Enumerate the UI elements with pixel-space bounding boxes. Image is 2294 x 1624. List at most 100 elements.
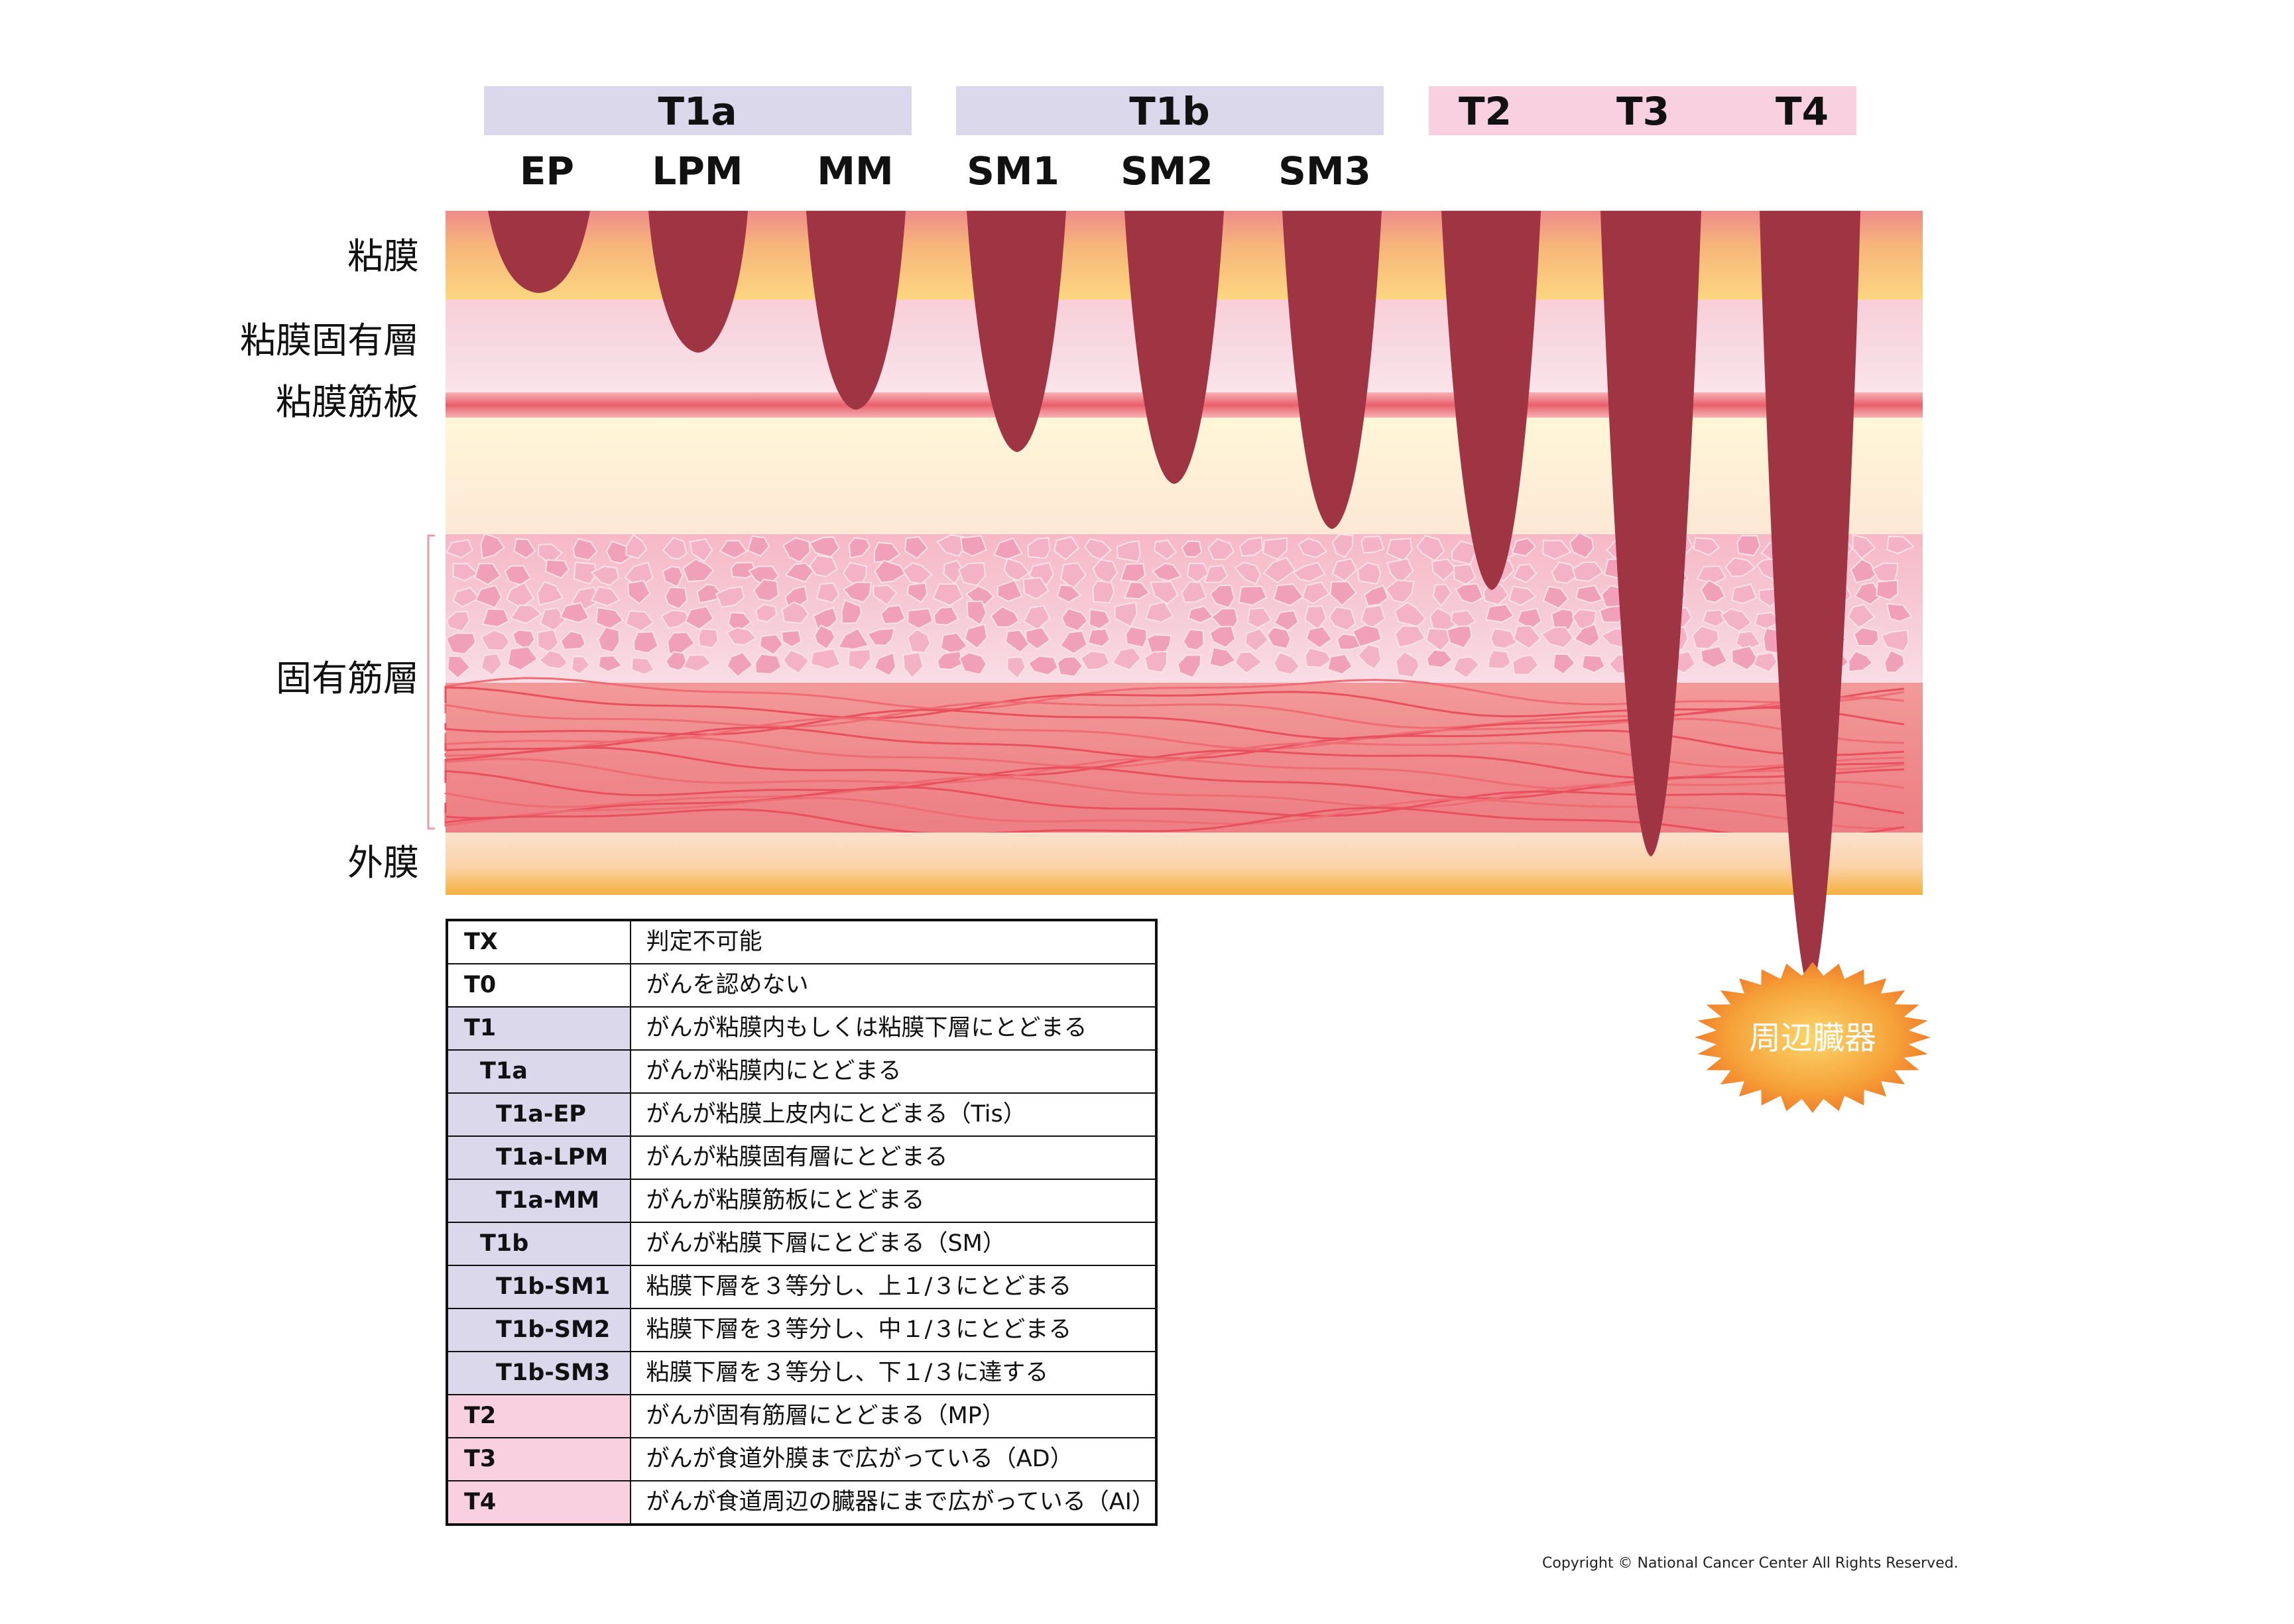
muscle-cell xyxy=(1182,628,1205,651)
table-row: T4 がんが食道周辺の臓器にまで広がっている（AI） xyxy=(446,1480,1157,1525)
muscle-cell xyxy=(1542,540,1573,560)
muscle-cell xyxy=(847,648,872,671)
stage-description: がんが食道外膜まで広がっている（AD） xyxy=(630,1437,1157,1481)
stage-description: がんが粘膜筋板にとどまる xyxy=(630,1179,1157,1223)
muscle-cell xyxy=(1209,584,1235,609)
muscle-cell xyxy=(782,649,810,674)
muscle-cell xyxy=(627,579,651,605)
muscle-cell xyxy=(1177,654,1202,679)
muscle-cell xyxy=(682,558,715,583)
muscle-cell xyxy=(1512,654,1539,675)
muscle-cell xyxy=(660,609,690,629)
muscle-cell xyxy=(559,601,590,624)
muscle-cell xyxy=(1363,585,1389,607)
stage-code: T1a xyxy=(446,1049,632,1094)
muscle-cell xyxy=(474,563,502,586)
t4-header: T4 xyxy=(1776,89,1829,134)
muscle-cell xyxy=(1292,561,1326,583)
muscle-cell xyxy=(480,653,503,676)
muscle-cell xyxy=(959,535,987,557)
subheader-sm1: SM1 xyxy=(967,148,1059,194)
muscle-cell xyxy=(1731,645,1759,671)
muscle-cell xyxy=(880,605,906,624)
copyright: Copyright © National Cancer Center All R… xyxy=(1542,1555,1959,1572)
muscle-cell xyxy=(841,599,862,624)
muscle-cell xyxy=(1884,650,1905,673)
muscle-cell xyxy=(873,542,901,563)
muscle-cell xyxy=(1384,579,1415,604)
muscle-cell xyxy=(590,565,620,586)
muscle-cell xyxy=(1124,626,1148,648)
stage-description: がんが粘膜内にとどまる xyxy=(630,1049,1157,1094)
muscle-cell xyxy=(957,562,987,587)
organ-label: 周辺臓器 xyxy=(1749,1019,1876,1057)
muscle-cell xyxy=(509,605,543,624)
muscle-cell xyxy=(837,627,870,650)
muscle-cell xyxy=(1187,605,1215,624)
stage-code: T1b-SM3 xyxy=(446,1351,632,1395)
muscle-cell xyxy=(1203,565,1229,583)
muscle-cell xyxy=(848,537,871,559)
muscle-cell xyxy=(598,655,624,673)
stage-description: 粘膜下層を３等分し、中１/３にとどまる xyxy=(630,1308,1157,1352)
muscle-cell xyxy=(689,538,713,562)
t-stage-table: TX 判定不可能 T0 がんを認めない T1 がんが粘膜内もしくは粘膜下層にとどまる T1a… xyxy=(446,919,1158,1526)
muscle-cell xyxy=(544,559,570,579)
muscle-cell xyxy=(697,628,719,649)
muscle-cell xyxy=(480,629,511,652)
muscle-cell xyxy=(1273,610,1299,632)
muscle-cell xyxy=(539,607,566,632)
muscle-cell xyxy=(631,657,655,675)
muscle-cell xyxy=(1508,585,1538,607)
layer-label-muscularis-mucosae: 粘膜筋板 xyxy=(276,381,419,423)
subheader-mm: MM xyxy=(817,148,893,194)
muscle-cell xyxy=(1088,608,1111,630)
muscle-cell xyxy=(1262,537,1288,560)
muscle-cell xyxy=(932,583,964,607)
muscle-cell xyxy=(907,628,931,654)
t1a-header-band xyxy=(484,86,912,135)
table-row: T1b-SM3 粘膜下層を３等分し、下１/３に達する xyxy=(446,1351,1157,1395)
muscle-cell xyxy=(719,540,748,559)
muscle-cell xyxy=(730,561,758,579)
muscle-cell xyxy=(993,537,1023,561)
tumors xyxy=(488,211,1860,990)
muscle-cell xyxy=(1328,606,1357,632)
muscle-cell xyxy=(747,535,770,557)
muscle-cell xyxy=(1886,536,1915,555)
muscle-cell xyxy=(1490,628,1518,650)
muscle-cell xyxy=(873,652,897,677)
muscle-cell xyxy=(665,651,689,671)
muscle-cell xyxy=(1693,537,1720,556)
muscle-cell xyxy=(1752,652,1778,673)
muscle-cell xyxy=(1150,581,1179,605)
muscle-cell xyxy=(1114,601,1138,628)
muscle-cell xyxy=(1304,647,1332,668)
muscle-cell xyxy=(1116,540,1141,563)
muscle-cell xyxy=(1724,557,1756,577)
muscle-cell xyxy=(959,652,987,675)
muscle-cell xyxy=(481,608,510,628)
muscle-cell xyxy=(682,654,712,672)
muscle-cell xyxy=(1432,583,1453,607)
t3-header: T3 xyxy=(1616,89,1669,134)
muscle-cell xyxy=(446,539,474,559)
muscle-cell xyxy=(990,606,1020,628)
muscle-cell xyxy=(1152,562,1182,582)
muscle-cell xyxy=(842,581,873,603)
muscle-cell xyxy=(1111,646,1142,671)
muscle-cell xyxy=(809,554,838,577)
muscle-cell xyxy=(1485,603,1515,623)
muscle-cell xyxy=(966,600,987,626)
muscle-cell xyxy=(810,648,841,670)
muscle-cell xyxy=(996,579,1023,603)
subheader-sm3: SM3 xyxy=(1278,148,1371,194)
stage-code: T1 xyxy=(446,1006,632,1051)
layer-label-adventitia: 外膜 xyxy=(347,842,419,884)
muscle-cell xyxy=(1542,585,1569,609)
t1a-header: T1a xyxy=(658,89,737,134)
muscle-cell xyxy=(1853,626,1880,647)
muscle-cell xyxy=(1003,557,1030,581)
stage-code: T1b-SM1 xyxy=(446,1265,632,1309)
